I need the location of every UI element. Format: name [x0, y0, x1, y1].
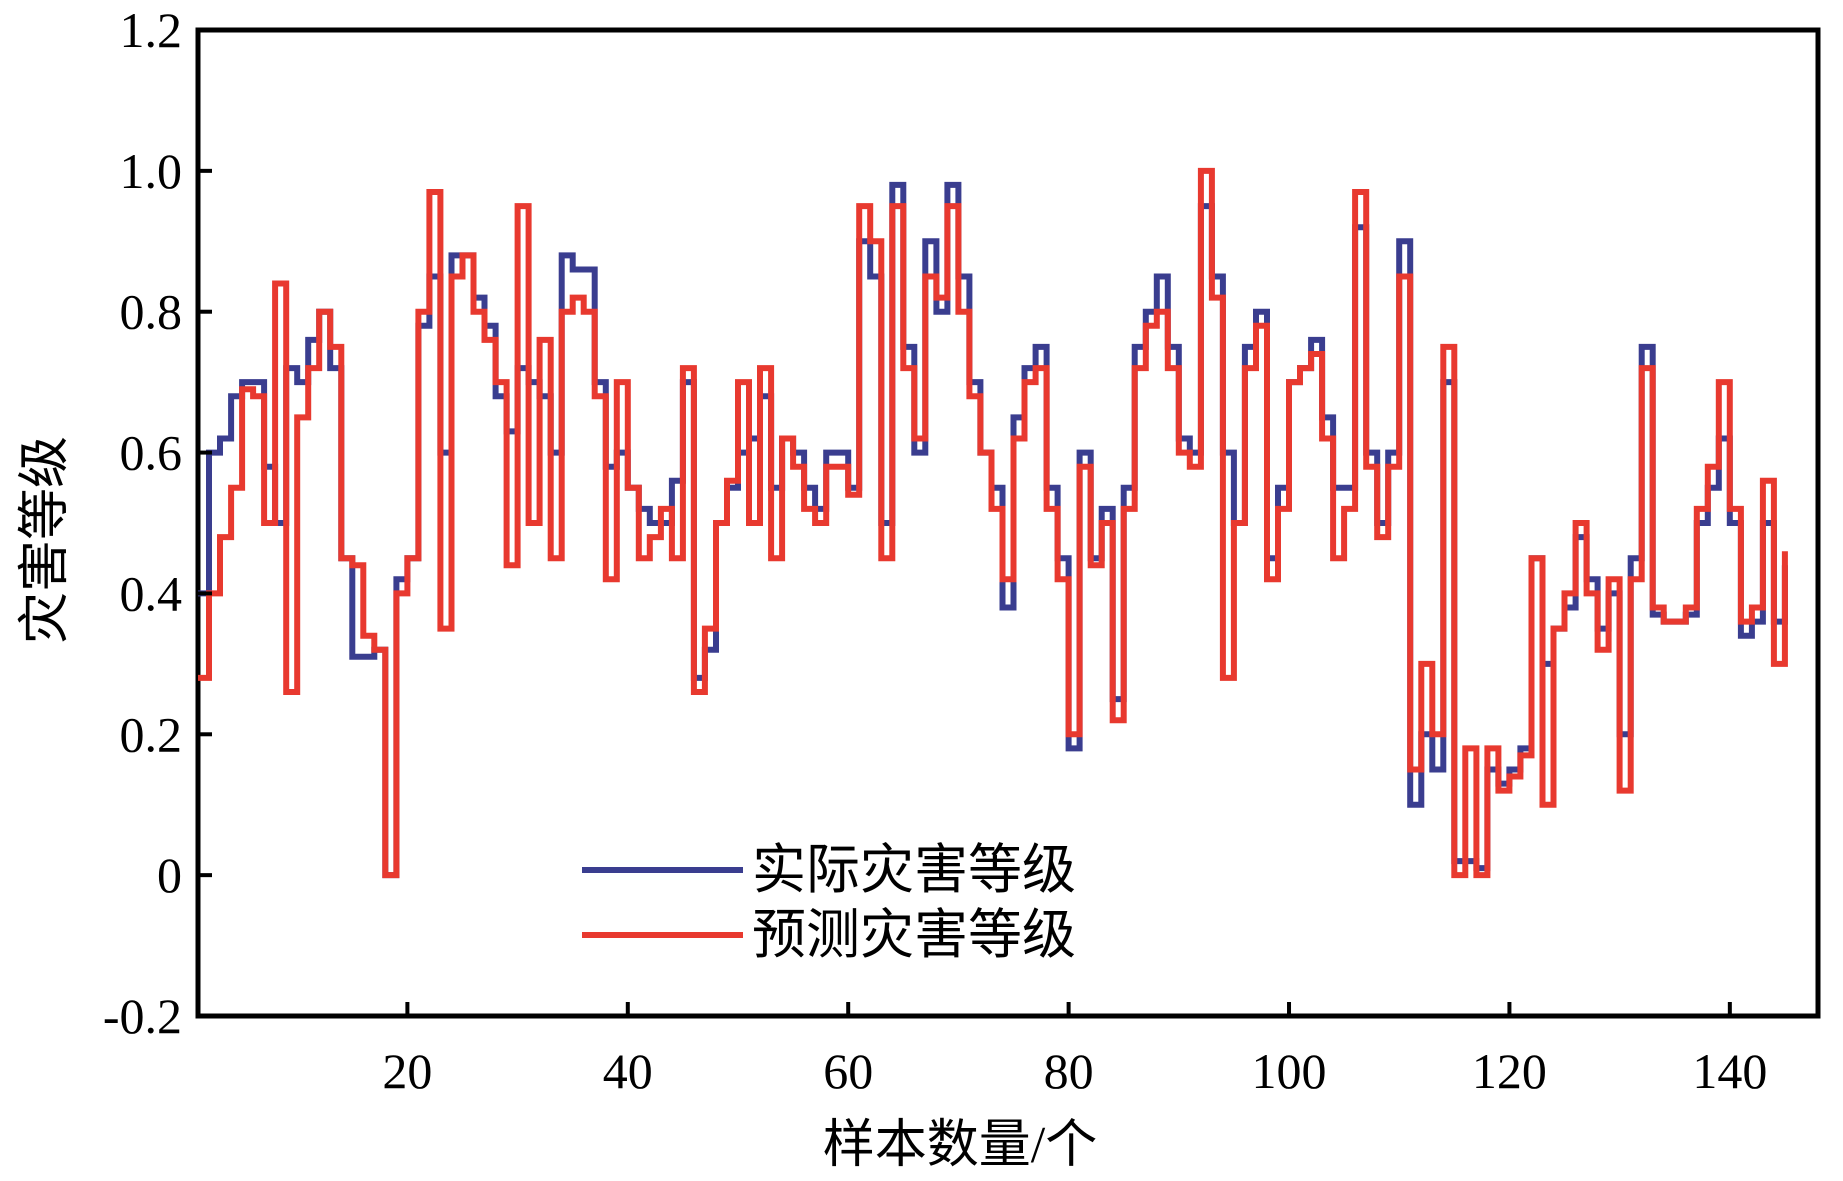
- x-axis: 20 40 60 80 100 120 140: [382, 1002, 1767, 1099]
- plot-frame: [195, 27, 1821, 1019]
- y-tick-label: 0.8: [120, 284, 183, 340]
- y-tick-label: 1.0: [120, 143, 183, 199]
- legend: 实际灾害等级 预测灾害等级: [582, 840, 1076, 965]
- legend-label-predicted: 预测灾害等级: [752, 905, 1076, 965]
- y-tick-label: 0.6: [120, 425, 183, 481]
- x-tick-label: 40: [603, 1043, 653, 1099]
- x-tick-label: 120: [1472, 1043, 1547, 1099]
- x-axis-label: 样本数量/个: [823, 1117, 1097, 1174]
- y-tick-label: 0.2: [120, 706, 183, 762]
- y-tick-label: 1.2: [120, 2, 183, 58]
- series-line-predicted: [198, 167, 1788, 879]
- y-tick-label: 0.4: [120, 565, 183, 621]
- x-tick-label: 80: [1044, 1043, 1094, 1099]
- x-tick-label: 100: [1252, 1043, 1327, 1099]
- y-axis-label: 灾害等级: [17, 436, 74, 644]
- x-tick-label: 140: [1692, 1043, 1767, 1099]
- series-group: [198, 167, 1788, 879]
- y-axis: -0.2 0 0.2 0.4 0.6 0.8 1.0 1.2: [103, 2, 212, 1044]
- y-tick-label: -0.2: [103, 988, 182, 1044]
- y-tick-label: 0: [157, 847, 182, 903]
- x-tick-label: 60: [823, 1043, 873, 1099]
- legend-label-actual: 实际灾害等级: [752, 840, 1076, 900]
- x-tick-label: 20: [382, 1043, 432, 1099]
